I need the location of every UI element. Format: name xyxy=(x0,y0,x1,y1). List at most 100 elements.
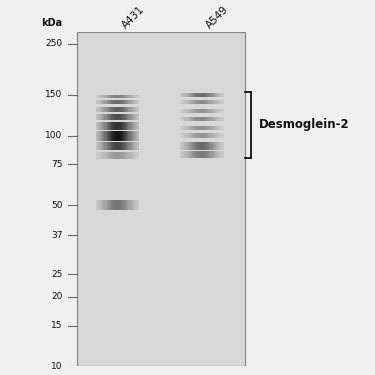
Bar xyxy=(128,200,129,210)
Bar xyxy=(99,100,100,104)
Bar xyxy=(200,126,201,130)
Bar xyxy=(138,130,139,141)
Bar xyxy=(190,126,191,130)
Bar xyxy=(104,152,105,159)
Bar xyxy=(182,126,183,130)
Bar xyxy=(203,117,204,121)
Bar xyxy=(197,126,198,130)
Bar xyxy=(110,200,111,210)
Bar xyxy=(96,114,97,120)
Bar xyxy=(121,114,122,120)
Bar xyxy=(217,93,218,97)
Bar xyxy=(193,126,194,130)
Bar xyxy=(135,142,136,150)
Bar xyxy=(220,133,221,138)
Bar xyxy=(124,200,125,210)
Bar xyxy=(207,151,208,158)
Bar xyxy=(116,114,117,120)
Bar xyxy=(200,117,201,121)
Bar xyxy=(198,117,200,121)
Bar xyxy=(138,122,139,130)
Bar xyxy=(209,151,210,158)
Bar xyxy=(195,133,196,138)
Bar xyxy=(189,100,190,104)
Bar xyxy=(182,151,183,158)
Bar xyxy=(209,109,210,113)
Bar xyxy=(184,93,185,97)
Bar xyxy=(193,109,194,113)
Bar xyxy=(133,95,134,98)
Bar xyxy=(96,107,97,112)
Bar xyxy=(133,152,134,159)
Bar xyxy=(104,95,105,98)
Bar xyxy=(196,142,197,150)
Bar xyxy=(181,93,182,97)
Bar xyxy=(213,133,214,138)
Bar xyxy=(125,200,126,210)
Bar xyxy=(122,200,123,210)
Bar xyxy=(133,114,134,120)
Bar xyxy=(137,114,138,120)
Bar xyxy=(203,151,204,158)
Bar xyxy=(138,200,139,210)
Bar xyxy=(138,107,139,112)
Bar xyxy=(203,100,204,104)
Bar xyxy=(98,200,99,210)
Bar xyxy=(219,142,220,150)
Bar xyxy=(136,107,137,112)
Bar xyxy=(120,100,121,104)
Bar xyxy=(180,151,181,158)
Bar xyxy=(116,130,117,141)
Bar xyxy=(102,95,104,98)
Bar xyxy=(194,109,195,113)
Bar xyxy=(200,142,201,150)
Bar xyxy=(106,122,108,130)
Bar xyxy=(183,142,184,150)
Bar xyxy=(102,152,104,159)
Bar xyxy=(211,93,213,97)
Bar xyxy=(197,142,198,150)
Bar xyxy=(192,142,193,150)
Bar xyxy=(124,100,125,104)
Bar xyxy=(108,122,109,130)
Bar xyxy=(126,200,127,210)
Bar xyxy=(210,109,212,113)
Bar xyxy=(222,100,224,104)
Bar xyxy=(136,142,137,150)
Bar xyxy=(99,95,100,98)
Bar xyxy=(137,122,138,130)
Bar xyxy=(132,152,133,159)
Bar xyxy=(127,122,128,130)
Text: A549: A549 xyxy=(205,4,231,30)
Bar xyxy=(182,117,183,121)
Text: 25: 25 xyxy=(51,270,62,279)
Bar xyxy=(100,142,101,150)
Bar xyxy=(209,117,210,121)
Bar xyxy=(189,142,190,150)
Bar xyxy=(110,100,111,104)
Bar xyxy=(114,114,116,120)
Bar xyxy=(217,142,218,150)
Bar xyxy=(100,100,101,104)
Bar xyxy=(219,126,220,130)
Bar xyxy=(206,100,207,104)
Bar xyxy=(102,114,104,120)
Bar xyxy=(194,126,195,130)
Bar xyxy=(186,109,188,113)
Bar xyxy=(217,133,218,138)
Bar xyxy=(192,133,193,138)
Bar xyxy=(108,100,109,104)
Bar xyxy=(210,100,212,104)
Bar xyxy=(109,95,110,98)
Text: kDa: kDa xyxy=(41,18,62,28)
Bar xyxy=(116,107,117,112)
Bar xyxy=(207,100,208,104)
Bar xyxy=(125,152,126,159)
Text: 75: 75 xyxy=(51,160,62,169)
Bar xyxy=(124,130,125,141)
Bar xyxy=(217,151,218,158)
Bar xyxy=(213,126,214,130)
Bar xyxy=(99,130,100,141)
Bar xyxy=(112,122,113,130)
Bar xyxy=(113,122,114,130)
